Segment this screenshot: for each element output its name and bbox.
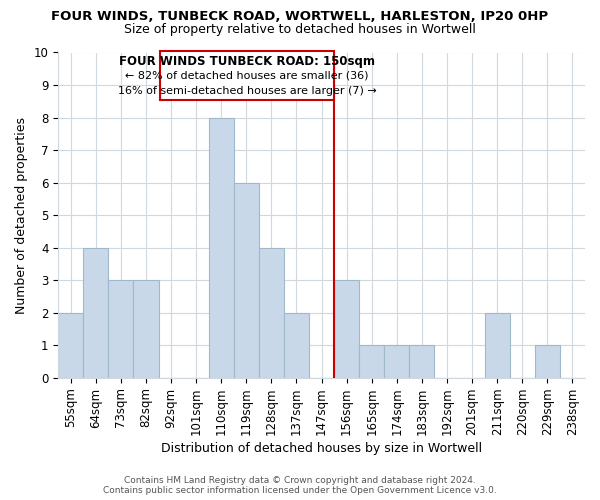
Text: 16% of semi-detached houses are larger (7) →: 16% of semi-detached houses are larger (… (118, 86, 376, 96)
Bar (485, 312, 510, 378)
Bar (209, 118, 234, 378)
Bar (284, 312, 309, 378)
Bar (234, 182, 259, 378)
Bar (409, 345, 434, 378)
Bar (109, 280, 133, 378)
Bar (58, 312, 83, 378)
Bar (259, 248, 284, 378)
Bar (83, 248, 109, 378)
Bar (133, 280, 158, 378)
Text: Contains HM Land Registry data © Crown copyright and database right 2024.
Contai: Contains HM Land Registry data © Crown c… (103, 476, 497, 495)
Bar (535, 345, 560, 378)
Text: ← 82% of detached houses are smaller (36): ← 82% of detached houses are smaller (36… (125, 71, 368, 81)
X-axis label: Distribution of detached houses by size in Wortwell: Distribution of detached houses by size … (161, 442, 482, 455)
Text: FOUR WINDS, TUNBECK ROAD, WORTWELL, HARLESTON, IP20 0HP: FOUR WINDS, TUNBECK ROAD, WORTWELL, HARL… (52, 10, 548, 23)
Text: Size of property relative to detached houses in Wortwell: Size of property relative to detached ho… (124, 22, 476, 36)
Bar (359, 345, 384, 378)
Bar (334, 280, 359, 378)
FancyBboxPatch shape (160, 51, 334, 100)
Y-axis label: Number of detached properties: Number of detached properties (15, 116, 28, 314)
Bar (384, 345, 409, 378)
Text: FOUR WINDS TUNBECK ROAD: 150sqm: FOUR WINDS TUNBECK ROAD: 150sqm (119, 55, 375, 68)
